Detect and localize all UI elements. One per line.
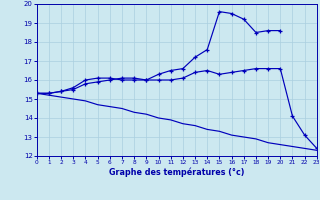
X-axis label: Graphe des températures (°c): Graphe des températures (°c) [109, 168, 244, 177]
